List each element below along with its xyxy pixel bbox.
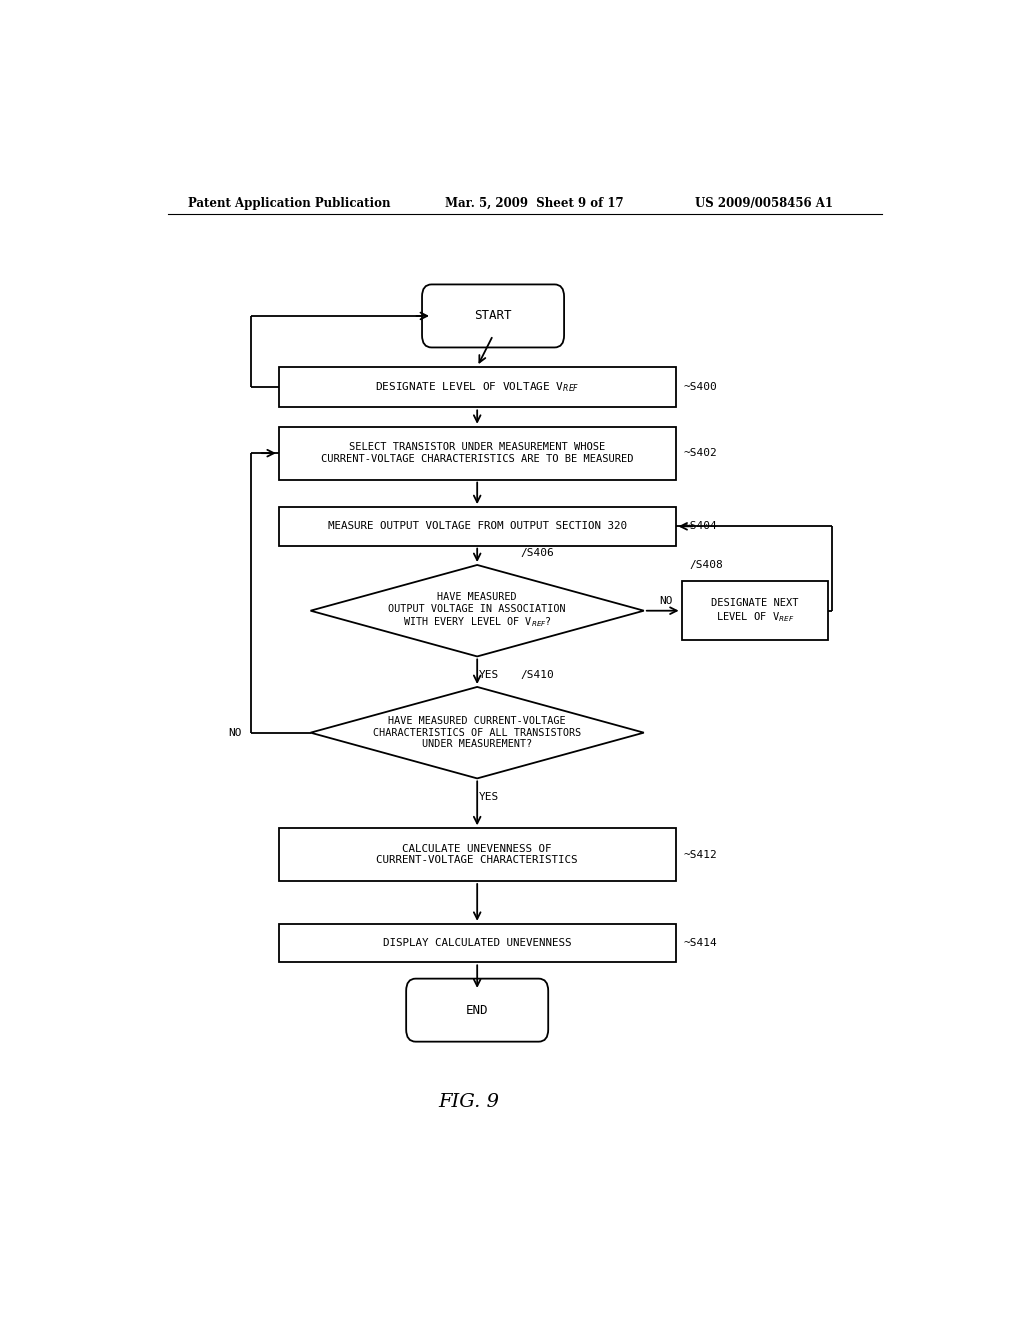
Text: ~S404: ~S404 <box>684 521 717 532</box>
FancyBboxPatch shape <box>407 978 548 1041</box>
Text: Patent Application Publication: Patent Application Publication <box>187 197 390 210</box>
Text: HAVE MEASURED
OUTPUT VOLTAGE IN ASSOCIATION
WITH EVERY LEVEL OF V$_{REF}$?: HAVE MEASURED OUTPUT VOLTAGE IN ASSOCIAT… <box>388 591 566 630</box>
Text: /S410: /S410 <box>521 669 555 680</box>
Text: CALCULATE UNEVENNESS OF
CURRENT-VOLTAGE CHARACTERISTICS: CALCULATE UNEVENNESS OF CURRENT-VOLTAGE … <box>377 843 578 866</box>
Bar <box>279 507 676 545</box>
Bar <box>279 828 676 880</box>
Bar <box>682 581 828 640</box>
Text: HAVE MEASURED CURRENT-VOLTAGE
CHARACTERISTICS OF ALL TRANSISTORS
UNDER MEASUREME: HAVE MEASURED CURRENT-VOLTAGE CHARACTERI… <box>373 715 582 750</box>
Text: YES: YES <box>479 669 500 680</box>
Text: MEASURE OUTPUT VOLTAGE FROM OUTPUT SECTION 320: MEASURE OUTPUT VOLTAGE FROM OUTPUT SECTI… <box>328 521 627 532</box>
Text: US 2009/0058456 A1: US 2009/0058456 A1 <box>695 197 834 210</box>
Bar <box>279 426 676 479</box>
Polygon shape <box>310 565 644 656</box>
Bar <box>279 367 676 408</box>
Text: SELECT TRANSISTOR UNDER MEASUREMENT WHOSE
CURRENT-VOLTAGE CHARACTERISTICS ARE TO: SELECT TRANSISTOR UNDER MEASUREMENT WHOS… <box>321 442 634 463</box>
Text: NO: NO <box>228 727 242 738</box>
Text: FIG. 9: FIG. 9 <box>438 1093 500 1110</box>
Text: ~S414: ~S414 <box>684 939 717 948</box>
Bar <box>279 924 676 962</box>
Text: ~S412: ~S412 <box>684 850 717 859</box>
Text: Mar. 5, 2009  Sheet 9 of 17: Mar. 5, 2009 Sheet 9 of 17 <box>445 197 624 210</box>
Polygon shape <box>310 686 644 779</box>
Text: DESIGNATE NEXT
LEVEL OF V$_{REF}$: DESIGNATE NEXT LEVEL OF V$_{REF}$ <box>712 598 799 623</box>
Text: START: START <box>474 309 512 322</box>
Text: END: END <box>466 1003 488 1016</box>
Text: ~S402: ~S402 <box>684 449 717 458</box>
Text: YES: YES <box>479 792 500 801</box>
FancyBboxPatch shape <box>422 284 564 347</box>
Text: /S408: /S408 <box>689 560 723 570</box>
Text: /S406: /S406 <box>521 548 555 558</box>
Text: ~S400: ~S400 <box>684 381 717 392</box>
Text: NO: NO <box>659 595 673 606</box>
Text: DESIGNATE LEVEL OF VOLTAGE V$_{REF}$: DESIGNATE LEVEL OF VOLTAGE V$_{REF}$ <box>375 380 580 393</box>
Text: DISPLAY CALCULATED UNEVENNESS: DISPLAY CALCULATED UNEVENNESS <box>383 939 571 948</box>
